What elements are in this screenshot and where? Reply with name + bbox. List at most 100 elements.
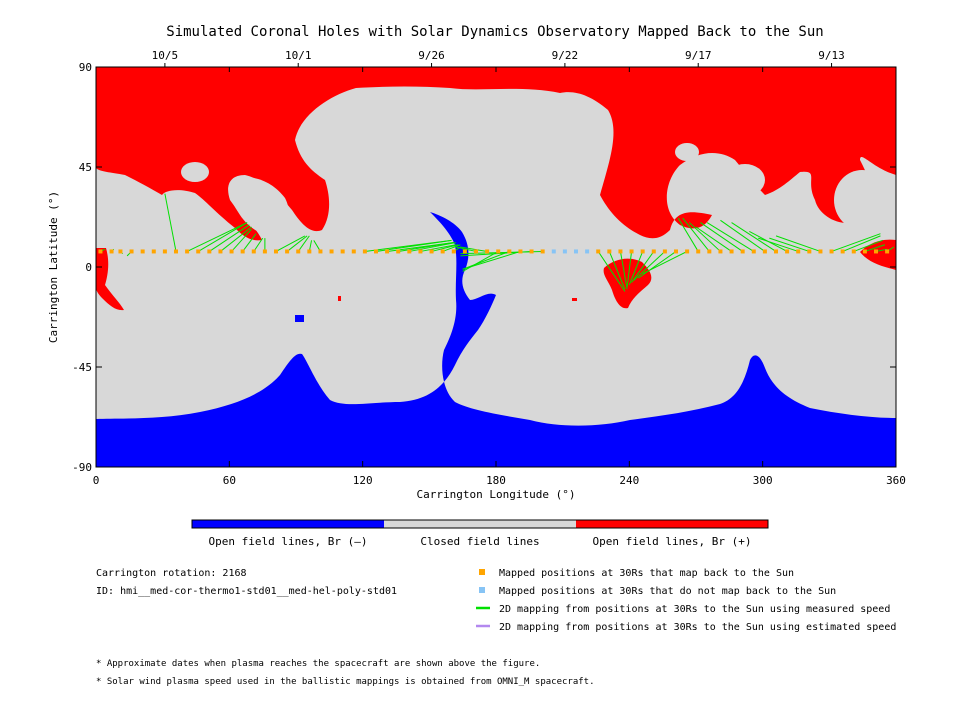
x-tick-label: 300: [753, 474, 773, 487]
x-tick-label: 0: [93, 474, 100, 487]
x-axis: 0 60 120 180 240 300 360: [93, 67, 906, 487]
positive-coronal-hole-east: [860, 239, 896, 270]
y-tick-label: 45: [79, 161, 92, 174]
carrington-rotation: Carrington rotation: 2168: [96, 568, 247, 579]
mapped-point: [362, 249, 367, 254]
mapping-line: [831, 233, 881, 252]
date-tick-label: 9/13: [818, 49, 845, 62]
mapped-point: [696, 249, 701, 254]
mapping-line: [209, 224, 250, 252]
colorbar-label-positive: Open field lines, Br (+): [593, 535, 752, 548]
mapped-point: [374, 249, 378, 254]
mapping-line: [462, 250, 521, 270]
x-tick-label: 120: [353, 474, 373, 487]
mapped-point: [729, 249, 734, 254]
mapped-point: [251, 249, 256, 254]
x-tick-label: 360: [886, 474, 906, 487]
mapped-point: [307, 249, 312, 254]
mapping-line: [275, 235, 306, 252]
mapped-point: [329, 249, 334, 254]
mapping-line: [637, 251, 677, 279]
legend: Mapped positions at 30Rs that map back t…: [476, 568, 896, 633]
mapped-point: [862, 249, 867, 254]
mapping-line: [455, 246, 477, 252]
mapped-point: [718, 249, 723, 254]
mapping-line: [700, 222, 743, 252]
mapped-point: [496, 249, 501, 254]
mapped-point: [240, 249, 245, 254]
colorbar-negative: [192, 520, 384, 528]
mapped-point: [685, 249, 690, 254]
x-tick-label: 60: [223, 474, 236, 487]
mapped-point: [529, 249, 534, 254]
mapped-point: [596, 249, 601, 254]
mapping-line: [462, 250, 510, 270]
mapped-points: [98, 249, 890, 254]
mapping-line: [628, 251, 644, 285]
mapping-line: [597, 251, 626, 292]
mapping-line: [242, 233, 257, 252]
date-tick-label: 10/1: [285, 49, 312, 62]
colorbar: Open field lines, Br (–) Closed field li…: [191, 519, 769, 548]
mapped-point: [340, 249, 345, 254]
legend-label-mapped: Mapped positions at 30Rs that map back t…: [499, 568, 794, 579]
negative-speck: [295, 315, 304, 322]
mapped-point: [629, 249, 634, 254]
mapping-lines: [100, 193, 895, 292]
mapping-line: [297, 235, 310, 252]
mapped-point: [829, 249, 834, 254]
x-tick-label: 240: [619, 474, 639, 487]
closed-bubble: [675, 143, 699, 161]
legend-label-measured: 2D mapping from positions at 30Rs to the…: [499, 604, 890, 615]
mapped-point: [140, 249, 145, 254]
date-tick-label: 9/22: [552, 49, 579, 62]
legend-swatch-not-mapped: [479, 587, 485, 593]
x-axis-label: Carrington Longitude (°): [417, 488, 576, 501]
mapped-point: [785, 249, 790, 254]
mapped-point: [162, 249, 167, 254]
mapping-line: [775, 235, 821, 252]
mapped-point: [851, 249, 856, 254]
mapped-point: [751, 249, 756, 254]
model-id: ID: hmi__med-cor-thermo1-std01__med-hel-…: [96, 586, 397, 597]
colorbar-positive: [576, 520, 768, 528]
positive-coronal-hole-west: [96, 248, 124, 311]
top-date-axis: 10/5 10/1 9/26 9/22 9/17 9/13: [152, 49, 845, 67]
date-tick-label: 9/17: [685, 49, 712, 62]
mapped-point: [485, 249, 490, 254]
unmapped-point: [562, 249, 567, 254]
mapped-point: [229, 249, 234, 254]
mapped-point: [129, 249, 134, 254]
x-tick-label: 180: [486, 474, 506, 487]
mapping-line: [731, 222, 777, 252]
negative-coronal-hole-south: [96, 212, 896, 467]
mapped-point: [540, 249, 545, 254]
mapped-point: [662, 249, 667, 254]
mapped-point: [207, 249, 212, 254]
mapped-point: [318, 249, 323, 254]
mapping-line: [220, 226, 252, 252]
mapping-line: [631, 251, 655, 283]
mapped-point: [451, 249, 456, 254]
mapped-point: [296, 249, 301, 254]
mapped-point: [640, 249, 645, 254]
y-tick-label: 0: [85, 261, 92, 274]
footnote-speed: * Solar wind plasma speed used in the ba…: [96, 677, 595, 687]
mapped-point: [740, 249, 745, 254]
mapped-point: [151, 249, 156, 254]
mapped-point: [109, 249, 114, 254]
mapped-point: [462, 249, 467, 254]
mapping-line: [409, 242, 457, 252]
mapping-line: [842, 235, 881, 252]
mapped-point: [807, 249, 812, 254]
mapped-point: [885, 249, 890, 254]
mapping-line: [462, 251, 499, 272]
mapped-point: [440, 249, 445, 254]
positive-speck: [338, 296, 341, 301]
colorbar-frame: [191, 519, 769, 529]
mapping-line: [688, 222, 721, 252]
mapping-line: [677, 217, 699, 252]
chart-title: Simulated Coronal Holes with Solar Dynam…: [166, 24, 823, 40]
closed-bubble: [834, 170, 890, 230]
